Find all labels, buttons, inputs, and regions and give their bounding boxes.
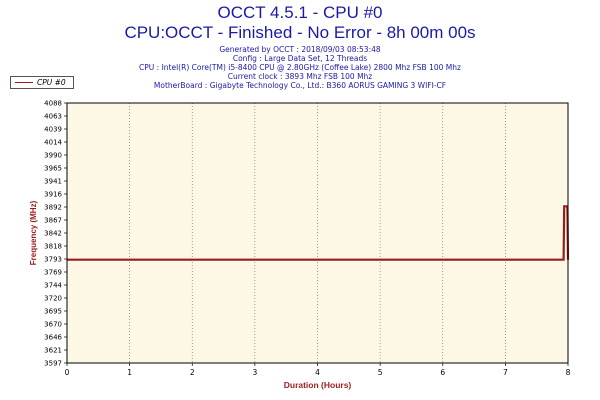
x-tick-label: 7 <box>503 368 508 377</box>
y-tick-label: 3597 <box>44 360 62 368</box>
x-tick-label: 3 <box>252 368 257 377</box>
y-tick-label: 3990 <box>44 152 62 160</box>
plot-border <box>66 102 569 364</box>
y-tick-label: 4014 <box>44 139 62 147</box>
series-group <box>67 205 570 261</box>
y-tick-label: 3720 <box>44 295 62 303</box>
x-axis-label: Duration (Hours) <box>284 380 352 390</box>
y-tick-label: 3646 <box>44 334 62 342</box>
y-tick-label: 3769 <box>44 269 62 277</box>
chart-legend: CPU #0 <box>10 76 74 89</box>
y-tick-label: 3941 <box>44 178 62 186</box>
y-tick-label: 3621 <box>44 347 62 355</box>
y-tick-label: 3793 <box>44 256 62 264</box>
x-axis-ticks: 0 1 2 3 4 5 6 7 8 <box>65 363 571 377</box>
y-tick-label: 3916 <box>44 191 62 199</box>
legend-label: CPU #0 <box>37 78 66 87</box>
y-tick-label: 3965 <box>44 165 62 173</box>
x-tick-label: 6 <box>440 368 445 377</box>
x-tick-label: 2 <box>190 368 195 377</box>
info-line-clock: Current clock : 3893 Mhz FSB 100 Mhz <box>227 72 373 81</box>
legend-swatch <box>15 82 33 83</box>
y-tick-label: 3892 <box>44 204 62 212</box>
x-tick-label: 4 <box>315 368 320 377</box>
info-line-config: Config : Large Data Set, 12 Threads <box>232 54 368 63</box>
info-line-motherboard: MotherBoard : Gigabyte Technology Co., L… <box>153 81 447 90</box>
y-tick-label: 3842 <box>44 230 62 238</box>
y-tick-label: 3744 <box>44 282 62 290</box>
y-axis-ticks: 4088 4063 4039 4014 3990 3965 3941 3916 3892 3867… <box>44 100 67 368</box>
y-tick-label: 3670 <box>44 321 62 329</box>
grid-lines <box>129 103 506 363</box>
chart-title: OCCT 4.5.1 - CPU #0 <box>217 3 383 22</box>
x-tick-label: 1 <box>127 368 132 377</box>
info-line-cpu: CPU : Intel(R) Core(TM) i5-8400 CPU @ 2.… <box>139 63 461 72</box>
info-line-generated: Generated by OCCT : 2018/09/03 08:53:48 <box>219 45 381 54</box>
x-tick-label: 8 <box>566 368 571 377</box>
y-tick-label: 3818 <box>44 243 62 251</box>
y-tick-label: 4088 <box>44 100 62 108</box>
chart-subtitle: CPU:OCCT - Finished - No Error - 8h 00m … <box>124 23 476 42</box>
x-tick-label: 0 <box>65 368 70 377</box>
series-line <box>67 205 570 261</box>
y-axis-label: Frequency (MHz) <box>29 200 38 265</box>
x-tick-label: 5 <box>378 368 383 377</box>
y-tick-label: 4039 <box>44 126 62 134</box>
y-tick-label: 4063 <box>44 113 62 121</box>
y-tick-label: 3867 <box>44 217 62 225</box>
y-tick-label: 3695 <box>44 308 62 316</box>
